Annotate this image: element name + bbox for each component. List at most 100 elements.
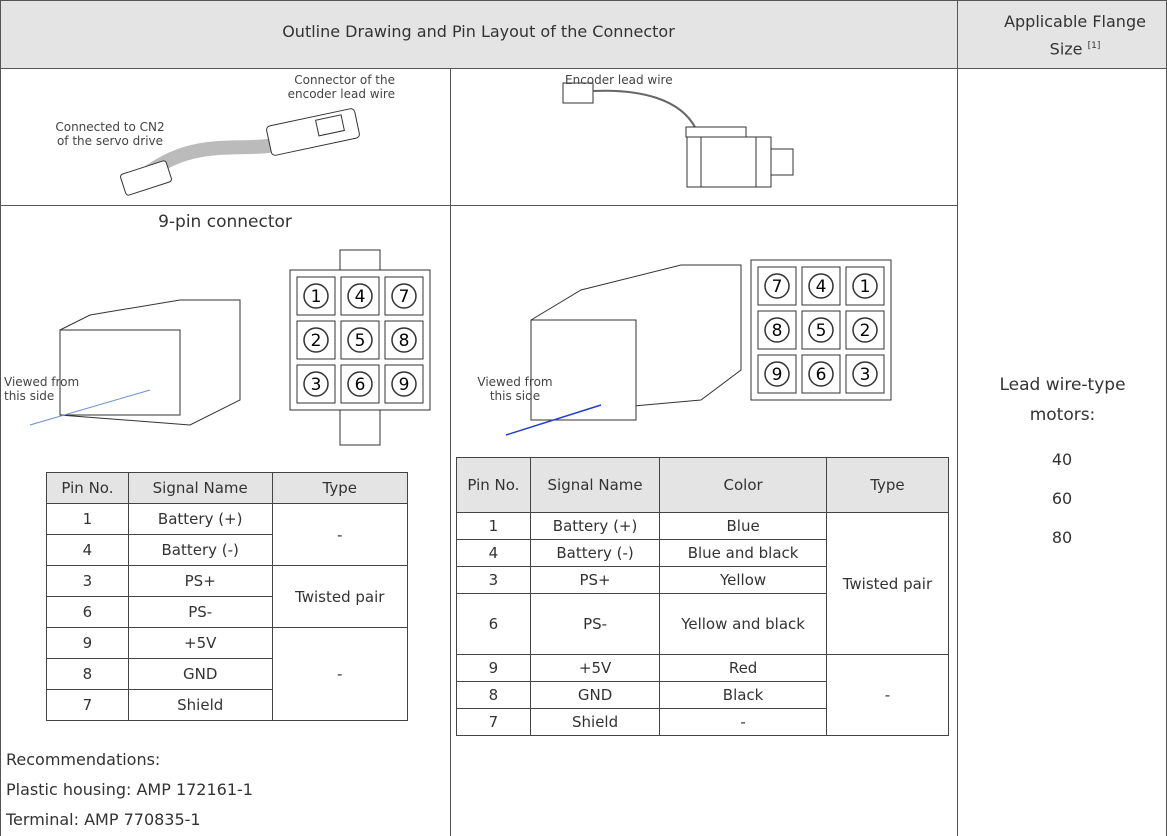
flange-size: 80 [1051, 528, 1073, 547]
row: 9 +5V Red - [456, 654, 950, 736]
row: 9 +5V - [46, 627, 409, 721]
cell: 9 [456, 654, 531, 682]
pin-circle [808, 317, 834, 343]
row: 7 Shield - [456, 708, 949, 736]
header-row: Pin No. Signal Name Color Type [456, 457, 950, 513]
pin-circle [347, 283, 373, 309]
cell: 6 [456, 593, 531, 655]
cell: Battery (+) [529, 512, 661, 540]
pin-number: 8 [399, 331, 410, 351]
row: 4 Battery (-) [46, 534, 408, 566]
cell: GND [127, 658, 273, 690]
pin-number: 7 [772, 277, 783, 297]
left-title: 9-pin connector [158, 212, 292, 232]
rule [0, 205, 957, 206]
cell: Blue and black [659, 539, 827, 567]
cell: 6 [46, 596, 129, 628]
cell: Battery (+) [127, 503, 273, 535]
header-cell: Type [271, 472, 409, 504]
cell: 4 [456, 539, 531, 567]
cell: Black [659, 681, 827, 709]
pin-circle [391, 371, 417, 397]
motor-drawing [562, 82, 794, 188]
header-cell: Signal Name [529, 457, 661, 513]
cell: Shield [127, 689, 273, 721]
pin-circle [852, 361, 878, 387]
left-connector-drawing: 1 4 7 2 5 8 3 6 9 [29, 249, 431, 446]
cell: GND [529, 681, 661, 709]
cell: Battery (-) [529, 539, 661, 567]
flange-sizes: 40 60 80 [958, 440, 1166, 557]
pin-circle [391, 327, 417, 353]
row: 3 PS+ Twisted pair [46, 565, 409, 628]
cell: - [271, 503, 409, 566]
rule [0, 68, 1167, 69]
pin-number: 2 [860, 321, 871, 341]
row: 4 Battery (-) Blue and black [456, 539, 949, 567]
cell: Blue [659, 512, 827, 540]
pin-circle [808, 273, 834, 299]
header-title: Outline Drawing and Pin Layout of the Co… [282, 22, 675, 41]
row: 7 Shield [46, 689, 408, 721]
cell: Battery (-) [127, 534, 273, 566]
right-view-label: Viewed from this side [477, 375, 553, 403]
cell: Yellow and black [659, 593, 827, 655]
pin-number: 2 [311, 331, 322, 351]
cell: 3 [456, 566, 531, 594]
cell: 3 [46, 565, 129, 597]
left-pin-table: Pin No. Signal Name Type 1 Battery (+) -4 Batt… [46, 472, 409, 721]
cell: 1 [456, 512, 531, 540]
pin-circle [303, 371, 329, 397]
pin-number: 5 [355, 331, 366, 351]
cell: 9 [46, 627, 129, 659]
rule [0, 0, 1, 836]
left-view-label: Viewed from this side [4, 375, 80, 403]
cell: +5V [529, 654, 661, 682]
rule [957, 0, 958, 836]
pin-number: 4 [816, 277, 827, 297]
pin-circle [347, 371, 373, 397]
cell: Twisted pair [825, 512, 950, 655]
cell: 4 [46, 534, 129, 566]
recommendation: Terminal: AMP 770835-1 [6, 810, 201, 829]
cell: PS- [127, 596, 273, 628]
flange-size: 60 [1051, 489, 1073, 508]
pin-circle [852, 317, 878, 343]
cn2-label: Connected to CN2 of the servo drive [55, 120, 165, 148]
header-flange: Applicable Flange Size [1] [990, 10, 1160, 61]
header-row: Pin No. Signal Name Type [46, 472, 409, 504]
pin-number: 5 [816, 321, 827, 341]
cell: 8 [46, 658, 129, 690]
header-cell: Pin No. [46, 472, 129, 504]
pin-circle [764, 361, 790, 387]
pin-circle [347, 327, 373, 353]
flange-size: 40 [1051, 450, 1073, 469]
pin-circle [303, 327, 329, 353]
pin-number: 1 [860, 277, 871, 297]
row: 6 PS- [46, 596, 408, 628]
cell: 7 [46, 689, 129, 721]
cell: Yellow [659, 566, 827, 594]
rule [450, 68, 451, 836]
pin-circle [764, 317, 790, 343]
row: 6 PS- Yellow and black [456, 593, 949, 655]
pin-number: 8 [772, 321, 783, 341]
pin-number: 9 [399, 375, 410, 395]
header-cell: Pin No. [456, 457, 531, 513]
pin-number: 1 [311, 287, 322, 307]
pin-circle [391, 283, 417, 309]
recommendation: Recommendations: [6, 750, 161, 769]
cell: PS+ [127, 565, 273, 597]
cell: Shield [529, 708, 661, 736]
drive-cable-drawing [120, 108, 360, 196]
cell: - [659, 708, 827, 736]
recommendation: Plastic housing: AMP 172161-1 [6, 780, 253, 799]
pin-number: 4 [355, 287, 366, 307]
header-bg [0, 0, 1167, 68]
recommendations: Recommendations: Plastic housing: AMP 172… [6, 745, 253, 835]
pin-number: 9 [772, 365, 783, 385]
cell: 7 [456, 708, 531, 736]
pin-circle [303, 283, 329, 309]
pin-number: 3 [311, 375, 322, 395]
